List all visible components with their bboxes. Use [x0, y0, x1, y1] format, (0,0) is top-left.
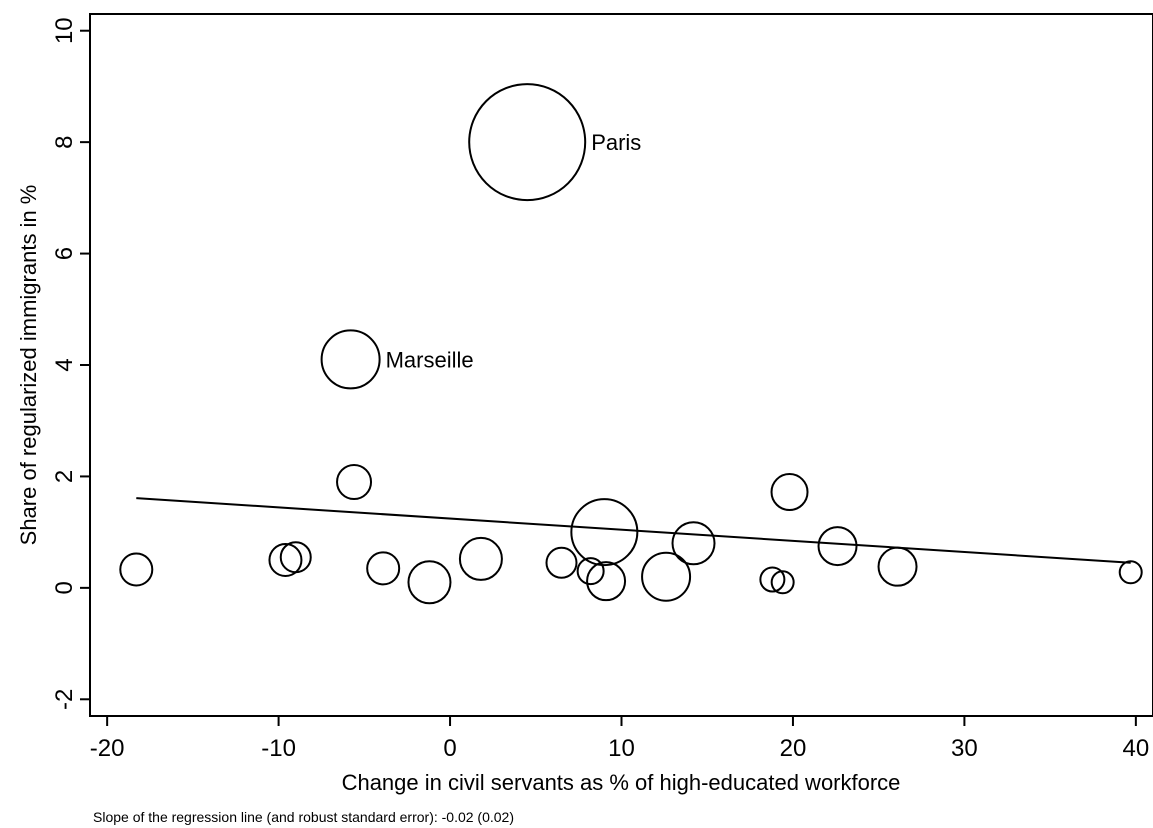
- data-point: [759, 566, 786, 593]
- y-tick-label: 4: [51, 358, 78, 371]
- x-axis-title: Change in civil servants as % of high-ed…: [342, 770, 901, 795]
- data-point: [817, 526, 858, 567]
- data-point: [336, 464, 373, 500]
- data-point: [320, 329, 381, 390]
- x-tick-label: -10: [261, 735, 296, 762]
- data-point: [576, 557, 605, 586]
- x-tick-label: 0: [443, 735, 456, 762]
- data-point: [1118, 560, 1143, 585]
- y-tick-label: 0: [51, 581, 78, 594]
- x-tick-label: 20: [780, 735, 807, 762]
- x-axis: -20 -10 0 10 20 30 40: [90, 716, 1149, 762]
- y-axis: -2 0 2 4 6 8 10: [51, 17, 90, 710]
- data-point: [119, 552, 154, 587]
- x-tick-label: 10: [608, 735, 635, 762]
- data-point: [770, 473, 809, 512]
- y-tick-label: 8: [51, 135, 78, 148]
- point-label-marseille: Marseille: [386, 347, 474, 372]
- data-point: [641, 551, 692, 602]
- x-tick-label: -20: [90, 735, 125, 762]
- data-point: [268, 543, 303, 577]
- points-layer: Paris Marseille: [119, 83, 1143, 605]
- data-point: [770, 570, 795, 595]
- data-point: [545, 546, 578, 579]
- data-point: [279, 541, 312, 574]
- point-label-paris: Paris: [591, 130, 641, 155]
- data-point: [671, 521, 716, 566]
- x-tick-label: 30: [951, 735, 978, 762]
- data-point: [407, 560, 452, 605]
- regression-layer: [136, 497, 1131, 564]
- data-point: [366, 551, 401, 586]
- data-point: [458, 536, 503, 581]
- y-axis-title: Share of regularized immigrants in %: [16, 185, 41, 546]
- regression-line: [136, 497, 1131, 564]
- data-point: [586, 561, 627, 602]
- data-point: [570, 498, 639, 567]
- data-point: [468, 83, 587, 202]
- data-point: [877, 546, 918, 587]
- y-tick-label: 6: [51, 247, 78, 260]
- plot-frame: [89, 13, 1153, 717]
- y-tick-label: 10: [51, 17, 78, 44]
- regression-note: Slope of the regression line (and robust…: [93, 809, 514, 825]
- y-tick-label: -2: [51, 689, 78, 710]
- x-tick-label: 40: [1123, 735, 1150, 762]
- y-tick-label: 2: [51, 470, 78, 483]
